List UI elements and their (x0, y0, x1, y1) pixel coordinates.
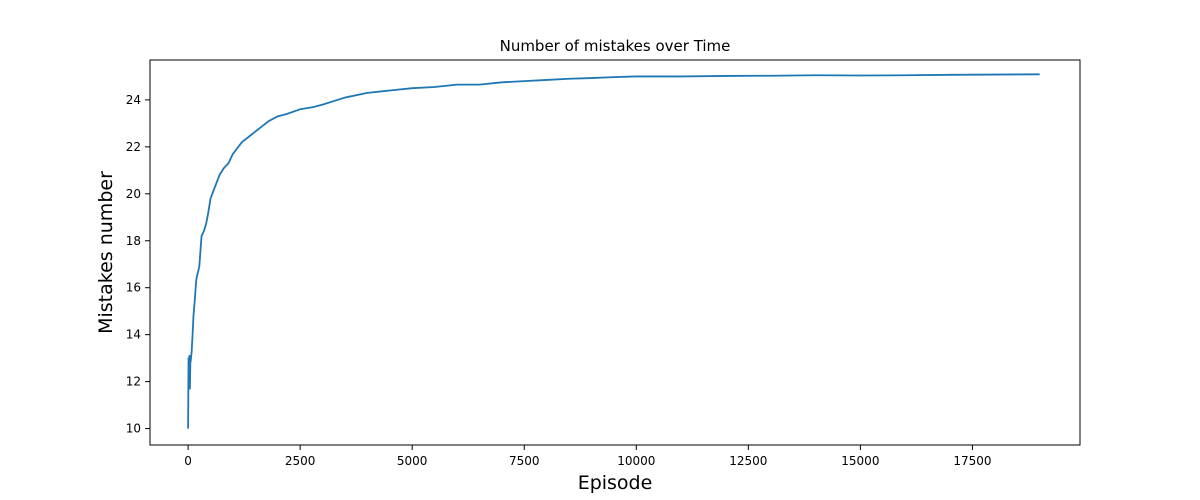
series-line-0 (187, 73, 1040, 429)
y-axis: 10 12 14 16 18 20 22 24 (126, 93, 150, 436)
x-tick-label: 5000 (397, 454, 428, 468)
y-tick-label: 12 (126, 375, 141, 389)
y-tick-label: 16 (126, 281, 141, 295)
y-tick-label: 24 (126, 93, 141, 107)
x-axis: 0 2500 5000 7500 10000 12500 15000 17500 (184, 445, 992, 468)
x-tick-label: 15000 (841, 454, 879, 468)
x-tick-label: 10000 (617, 454, 655, 468)
y-tick-label: 14 (126, 328, 141, 342)
x-tick-label: 7500 (509, 454, 540, 468)
y-tick-label: 10 (126, 422, 141, 436)
x-tick-label: 17500 (953, 454, 991, 468)
y-tick-label: 22 (126, 140, 141, 154)
y-tick-label: 20 (126, 187, 141, 201)
chart-title: Number of mistakes over Time (500, 37, 731, 55)
y-axis-label: Mistakes number (95, 171, 117, 334)
plot-area (187, 73, 1040, 429)
y-tick-label: 18 (126, 234, 141, 248)
x-tick-label: 2500 (285, 454, 316, 468)
x-axis-label: Episode (578, 472, 653, 494)
axes-frame (149, 59, 1081, 446)
x-tick-label: 12500 (729, 454, 767, 468)
x-tick-label: 0 (184, 454, 192, 468)
